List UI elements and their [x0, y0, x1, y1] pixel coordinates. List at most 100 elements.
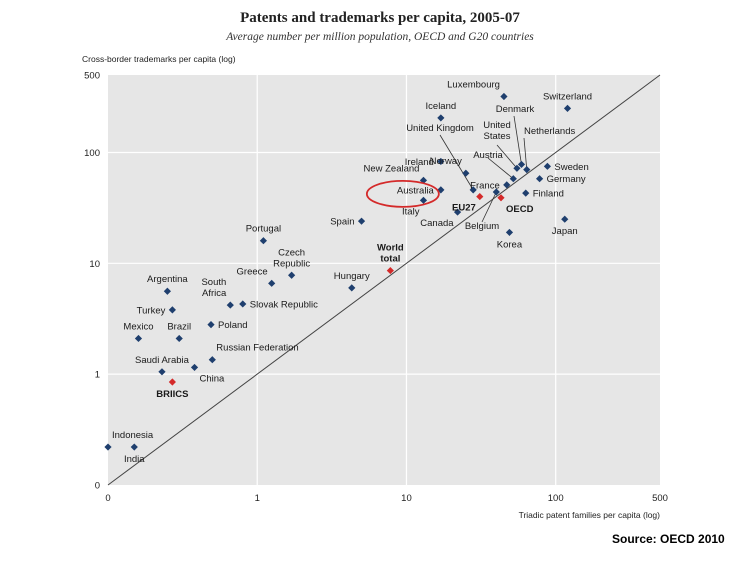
x-tick-label: 0: [105, 493, 110, 504]
point-label-austria: Austria: [473, 150, 503, 161]
chart-subtitle: Average number per million population, O…: [225, 31, 534, 43]
point-label-saudi-arabia: Saudi Arabia: [135, 355, 190, 366]
data-point-luxembourg: [500, 92, 508, 101]
data-point-united-kingdom: [469, 186, 477, 194]
data-point-sweden: [543, 162, 552, 170]
point-label-norway: Norway: [430, 156, 462, 167]
point-labels: Luxembourg Switzerland Iceland Denmark Unite…: [112, 79, 592, 465]
point-label-india: India: [124, 454, 145, 465]
point-label-czech-republic: Czech Republic: [273, 247, 310, 269]
data-point-turkey: [168, 306, 176, 314]
leader-line: [523, 137, 528, 170]
data-point-austria: [509, 175, 517, 183]
leader-line: [487, 157, 514, 180]
point-label-japan: Japan: [552, 226, 578, 237]
axis-ticks: 0 1 10 100 500 0 1 10 100 500: [84, 71, 668, 505]
point-label-iceland: Iceland: [426, 101, 457, 112]
point-label-russian-federation: Russian Federation: [216, 343, 298, 354]
data-point-greece: [268, 279, 276, 287]
data-point-argentina: [163, 287, 171, 295]
data-point-australia: [437, 186, 445, 194]
reference-line-y-equals-x: [107, 74, 661, 486]
grid-lines: [108, 75, 660, 485]
data-point-saudi-arabia: [158, 368, 166, 376]
point-label-slovak-republic: Slovak Republic: [250, 299, 318, 310]
point-label-indonesia: Indonesia: [112, 430, 154, 441]
data-point-japan: [561, 215, 569, 223]
data-point-indonesia: [104, 443, 112, 451]
data-point-mexico: [134, 334, 143, 343]
data-point-india: [130, 443, 138, 451]
point-label-briics: BRIICS: [156, 389, 188, 400]
point-label-eu27: EU27: [452, 203, 476, 214]
point-label-germany: Germany: [547, 174, 586, 185]
point-label-united-kingdom: United Kingdom: [406, 123, 474, 134]
point-label-new-zealand: New Zealand: [363, 163, 419, 174]
point-label-turkey: Turkey: [137, 305, 166, 316]
y-tick-label: 0: [95, 481, 100, 492]
point-label-united-states: United States: [483, 120, 510, 142]
y-tick-label: 1: [95, 370, 100, 381]
leader-lines: [439, 115, 528, 223]
point-label-luxembourg: Luxembourg: [447, 79, 500, 90]
data-point-united-states: [513, 164, 521, 172]
data-point-switzerland: [563, 104, 572, 112]
y-axis-label: Cross-border trademarks per capita (log): [82, 54, 236, 64]
point-label-france: France: [470, 180, 500, 191]
data-point-iceland: [437, 114, 445, 122]
point-label-spain: Spain: [330, 217, 354, 228]
data-point-slovak-republic: [239, 300, 247, 308]
data-point-netherlands: [523, 166, 531, 174]
point-label-canada: Canada: [420, 218, 454, 229]
point-label-brazil: Brazil: [167, 321, 191, 332]
data-point-oecd: [497, 194, 505, 202]
point-label-hungary: Hungary: [334, 271, 370, 282]
point-label-mexico: Mexico: [123, 321, 153, 332]
data-point-china: [190, 363, 199, 372]
data-point-eu27: [476, 192, 484, 201]
y-tick-label: 100: [84, 148, 100, 159]
x-tick-label: 1: [255, 493, 260, 504]
y-tick-label: 500: [84, 71, 100, 82]
point-label-south-africa: South Africa: [201, 277, 227, 299]
x-axis-label: Triadic patent families per capita (log): [519, 510, 661, 520]
point-label-denmark: Denmark: [496, 104, 535, 115]
source-note: Source: OECD 2010: [612, 532, 725, 546]
data-point-france: [503, 181, 511, 189]
point-label-australia: Australia: [397, 185, 435, 196]
point-label-greece: Greece: [237, 266, 268, 277]
data-point-russian-federation: [208, 356, 216, 364]
point-label-netherlands: Netherlands: [524, 126, 575, 137]
leader-line: [496, 144, 518, 169]
point-label-world-total: World total: [377, 243, 404, 265]
point-label-italy: Italy: [402, 206, 420, 217]
point-label-ireland: Ireland: [405, 157, 434, 168]
x-tick-label: 500: [652, 493, 668, 504]
data-point-denmark: [517, 160, 526, 169]
chart-title: Patents and trademarks per capita, 2005-…: [240, 10, 520, 26]
point-label-switzerland: Switzerland: [543, 91, 592, 102]
data-point-briics: [168, 378, 176, 386]
point-label-portugal: Portugal: [246, 224, 281, 235]
data-point-norway: [462, 169, 470, 177]
data-point-world-total: [386, 266, 394, 275]
data-point-finland: [522, 189, 530, 197]
y-tick-label: 10: [89, 259, 100, 270]
data-point-hungary: [348, 284, 356, 292]
data-point-czech-republic: [288, 271, 296, 279]
point-label-poland: Poland: [218, 320, 248, 331]
data-point-brazil: [175, 334, 183, 343]
point-label-argentina: Argentina: [147, 274, 188, 285]
point-label-korea: Korea: [497, 239, 523, 250]
point-label-china: China: [200, 373, 226, 384]
x-tick-label: 10: [401, 493, 412, 504]
point-label-belgium: Belgium: [465, 221, 499, 232]
point-label-sweden: Sweden: [554, 162, 588, 173]
point-label-finland: Finland: [533, 189, 564, 200]
data-point-south-africa: [226, 301, 234, 309]
x-tick-label: 100: [548, 493, 564, 504]
data-point-portugal: [259, 237, 268, 245]
data-point-ireland: [437, 157, 445, 166]
data-point-germany: [535, 175, 544, 183]
